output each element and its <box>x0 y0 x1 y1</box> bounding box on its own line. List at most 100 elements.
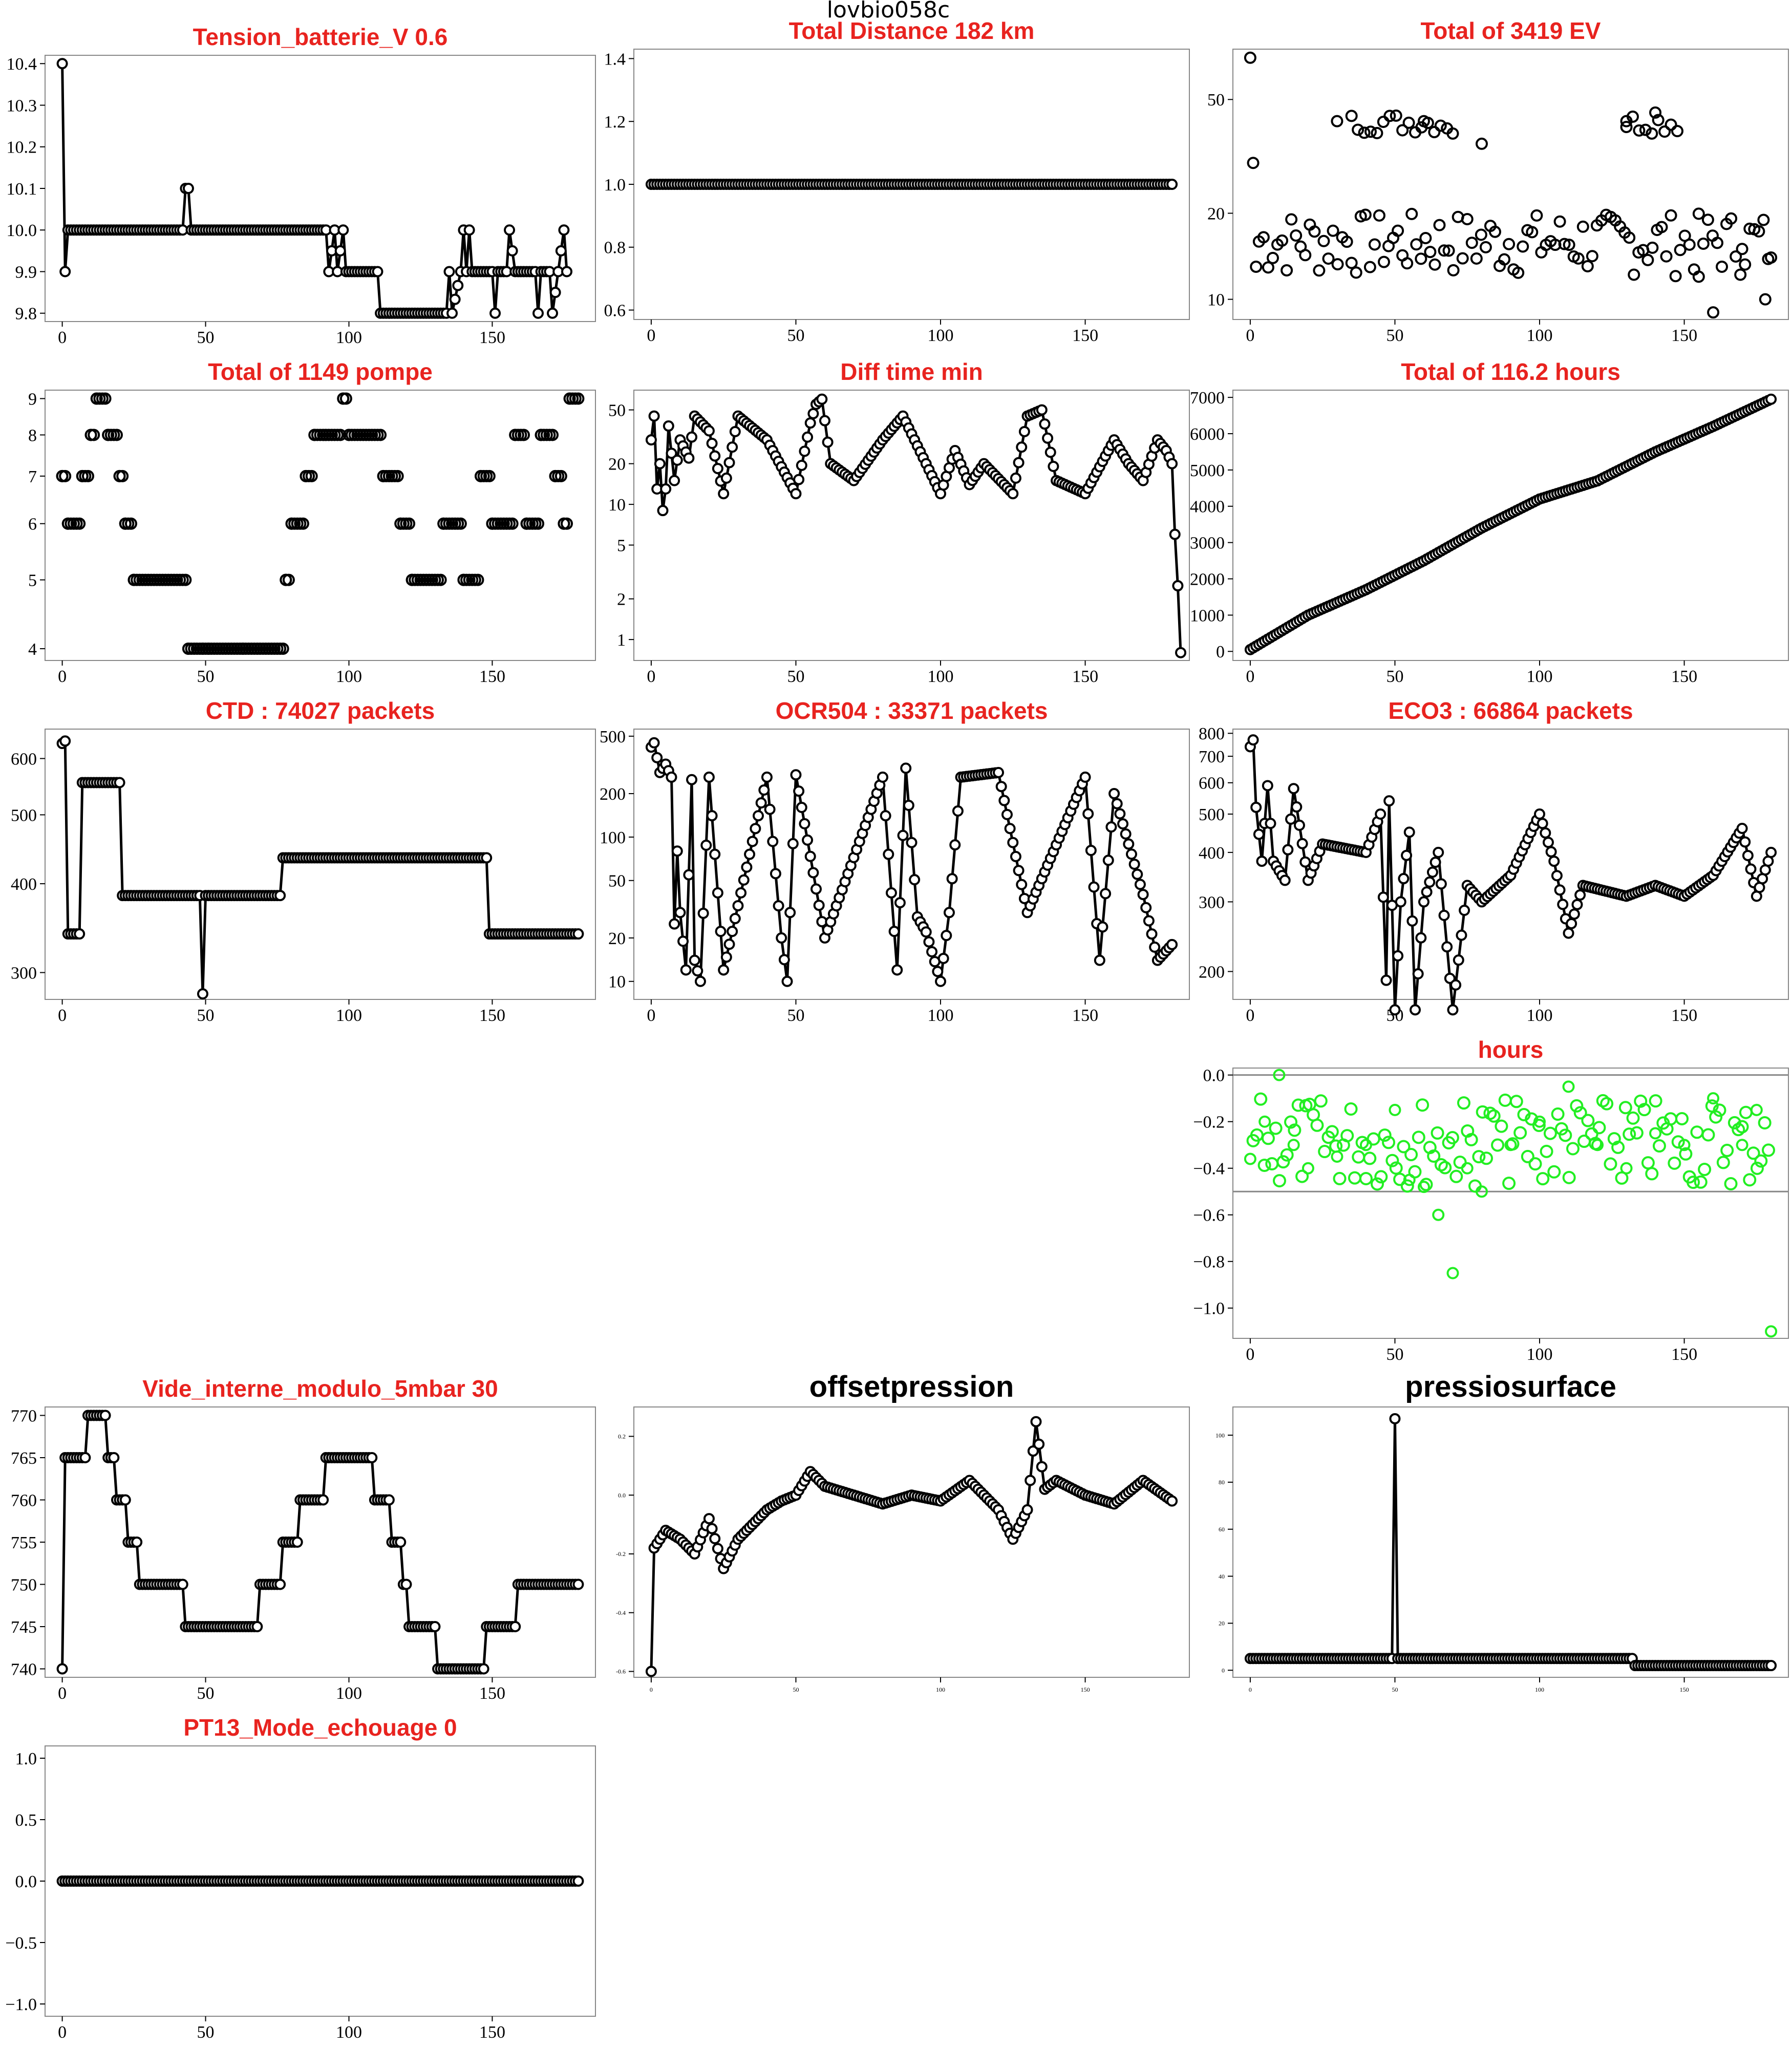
data-point <box>770 868 781 880</box>
data-point <box>1036 404 1048 416</box>
data-point <box>555 245 567 257</box>
data-point <box>1658 125 1671 138</box>
data-point <box>1175 647 1187 658</box>
data-point <box>941 930 952 942</box>
y-tick-label: 0 <box>1222 1667 1225 1674</box>
data-point <box>1377 115 1390 128</box>
data-point <box>1563 239 1575 251</box>
data-point <box>1371 126 1383 139</box>
data-point <box>1340 236 1353 248</box>
data-point <box>1291 801 1303 813</box>
data-point <box>1001 808 1013 820</box>
y-tick-label: 6 <box>28 515 37 534</box>
plot-frame <box>633 729 1190 1000</box>
y-tick-label: 700 <box>1199 748 1225 766</box>
data-point <box>1282 844 1294 856</box>
data-point <box>1765 1325 1778 1338</box>
data-point <box>1534 808 1546 820</box>
data-point <box>1395 896 1406 908</box>
x-tick-label: 0 <box>1246 1345 1254 1364</box>
y-tick-label: 0.6 <box>604 301 626 320</box>
data-point <box>1551 870 1563 882</box>
data-point <box>891 964 903 976</box>
data-point <box>504 224 516 236</box>
data-point <box>735 887 747 899</box>
data-point <box>1273 1069 1286 1081</box>
data-point <box>1586 250 1598 263</box>
chart-title: ECO3 : 66864 packets <box>1388 697 1633 724</box>
data-point <box>1419 231 1432 244</box>
data-point <box>645 1666 657 1677</box>
plot-frame <box>45 55 596 322</box>
data-point <box>1652 114 1665 126</box>
data-point <box>472 573 484 586</box>
data-point <box>395 1537 407 1548</box>
y-tick-label: 5 <box>28 571 37 590</box>
data-point <box>993 766 1005 778</box>
data-point <box>790 769 802 781</box>
data-point <box>1262 780 1273 792</box>
y-tick-label: 0.0 <box>15 1872 37 1891</box>
chart-panel-pressiosurface: pressiosurface 0 50 100 150 0 20 40 60 80 100 <box>1215 1370 1789 1693</box>
data-point <box>1415 932 1427 944</box>
data-point <box>1628 268 1640 281</box>
y-tick-label: 9 <box>28 390 37 409</box>
x-tick-label: 0 <box>1246 667 1254 686</box>
data-point <box>790 488 802 500</box>
data-point <box>1639 123 1652 136</box>
data-point <box>1512 266 1525 279</box>
data-point <box>1725 212 1738 225</box>
chart-panel-pompe: Total of 1149 pompe 0 50 100 150 4 5 6 7 8 9 <box>28 358 596 686</box>
y-tick-label: −1.0 <box>5 1995 37 2014</box>
data-point <box>110 429 123 441</box>
data-point <box>1004 823 1016 835</box>
data-point <box>796 459 807 471</box>
y-tick-label: 2000 <box>1190 570 1225 589</box>
data-point <box>764 803 776 815</box>
data-point <box>1433 846 1444 858</box>
data-point <box>1566 1142 1580 1156</box>
data-point <box>1166 179 1178 190</box>
data-point <box>1262 261 1274 274</box>
data-point <box>1495 1119 1508 1133</box>
data-point <box>1542 837 1554 848</box>
data-point <box>1385 1154 1399 1167</box>
data-point <box>1720 1143 1734 1157</box>
data-point <box>937 952 949 964</box>
chart-panel-offsetpression: offsetpression 0 50 100 150 -0.6 -0.4 -0.2 0.0 0.… <box>616 1370 1190 1693</box>
data-point <box>1424 246 1437 259</box>
x-tick-label: 50 <box>197 328 215 347</box>
data-point <box>56 58 68 70</box>
data-point <box>1707 306 1720 319</box>
data-point <box>391 470 404 482</box>
data-point <box>1450 979 1462 991</box>
figure-title: lovbio058c <box>827 0 950 23</box>
data-point <box>1765 846 1777 858</box>
data-point <box>1016 441 1028 453</box>
data-point <box>1417 1181 1430 1193</box>
data-point <box>1410 238 1423 251</box>
data-point <box>1373 209 1385 222</box>
data-point <box>932 966 944 977</box>
plot-frame <box>633 390 1190 661</box>
data-point <box>703 771 715 783</box>
x-tick-label: 50 <box>787 326 804 345</box>
data-point <box>1441 941 1453 953</box>
data-point <box>1698 1162 1712 1176</box>
data-point <box>1446 1267 1459 1279</box>
y-tick-label: 20 <box>1207 204 1225 223</box>
data-point <box>1442 244 1455 257</box>
data-point <box>727 926 738 937</box>
data-point <box>1453 1156 1467 1169</box>
data-point <box>1088 881 1100 893</box>
data-point <box>1375 808 1386 820</box>
data-point <box>1322 252 1335 265</box>
data-point <box>1551 1107 1565 1121</box>
x-tick-label: 100 <box>928 667 954 686</box>
chart-panel-distance: Total Distance 182 km 0 50 100 150 0.6 0.8 1.0 1… <box>604 17 1190 345</box>
data-point <box>923 936 935 948</box>
data-point <box>1333 1171 1347 1185</box>
y-tick-label: 10.3 <box>7 96 37 115</box>
data-point <box>114 777 125 788</box>
data-point <box>1125 848 1137 860</box>
